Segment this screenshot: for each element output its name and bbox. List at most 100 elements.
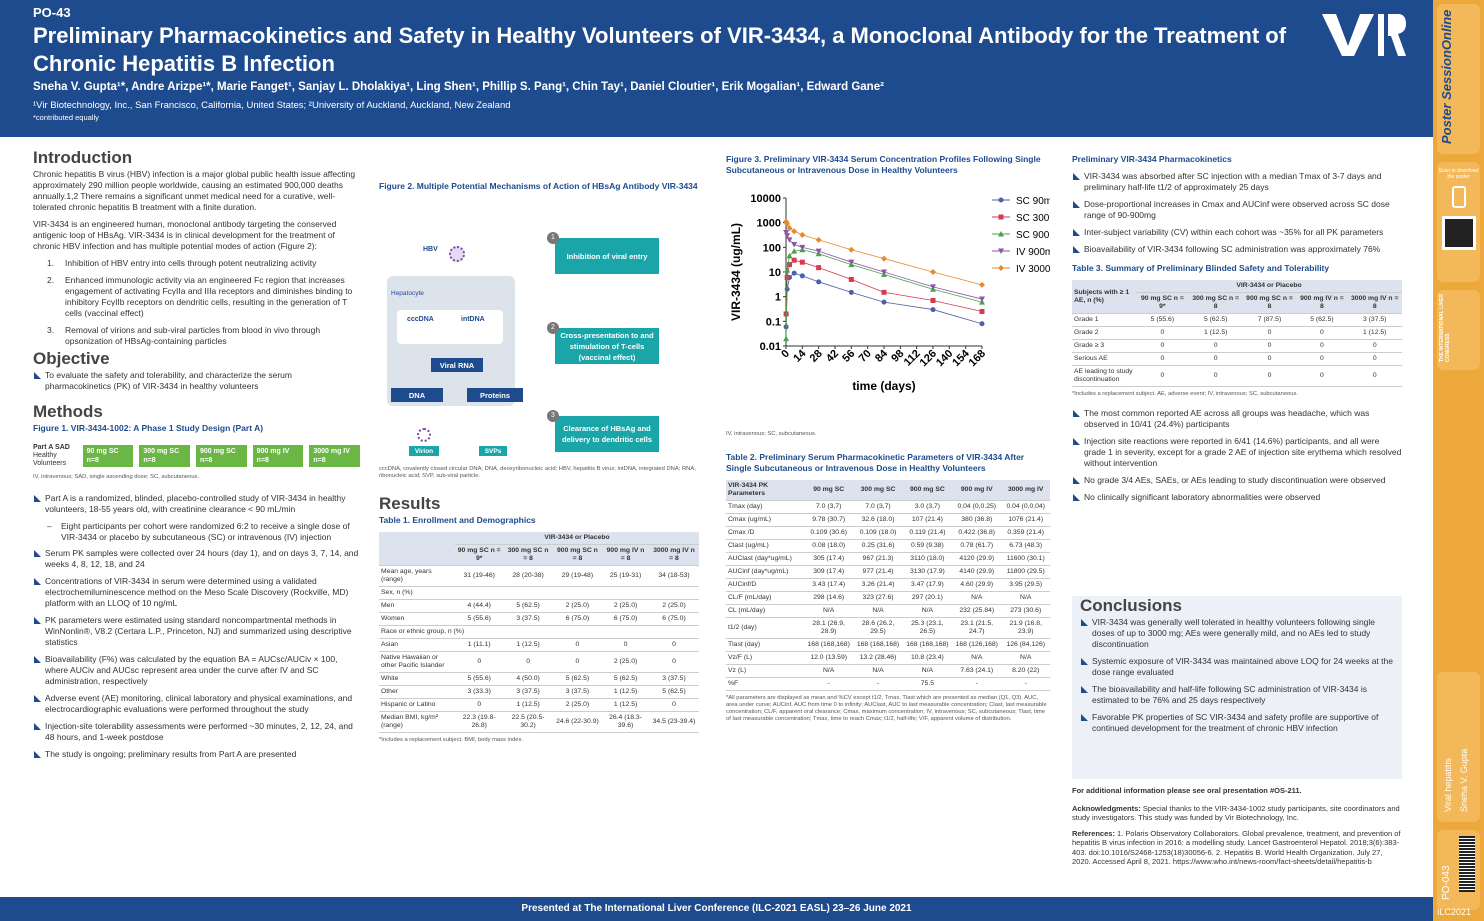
download-box[interactable]: Scan to download the poster xyxy=(1437,162,1480,282)
y-tick-label: 0.1 xyxy=(766,316,781,328)
table-cell: 25.3 (23.1, 26.5) xyxy=(902,617,953,639)
table-row: CL (mL/day) N/A N/A N/A 232 (25.84) 273 (30.6… xyxy=(726,604,1050,618)
table-1: VIR-3434 or Placebo 90 mg SC n = 9* 300 m… xyxy=(379,532,699,733)
table-cell: 0 xyxy=(1296,365,1348,387)
table-cell: 34.5 (23-39.4) xyxy=(649,711,699,733)
phone-icon xyxy=(1451,186,1466,208)
acknowledgments: Acknowledgments: Special thanks to the V… xyxy=(1072,803,1400,823)
qr-code-icon[interactable] xyxy=(1441,216,1476,250)
y-tick-label: 10 xyxy=(769,267,781,279)
table-cell: 3.26 (21.4) xyxy=(853,578,903,592)
table-cell: N/A xyxy=(1001,651,1050,665)
data-point xyxy=(783,229,790,236)
data-point xyxy=(930,284,936,290)
row-label: CL (mL/day) xyxy=(726,604,804,618)
data-point xyxy=(791,248,798,254)
table-row: Serious AE 0 0 0 0 0 xyxy=(1072,352,1402,366)
table-cell: 298 (14.6) xyxy=(804,591,854,605)
table-cell: 168 (126,168) xyxy=(952,638,1002,652)
row-label: AUCinf/D xyxy=(726,578,804,592)
table-cell: 1 (12.5) xyxy=(503,638,553,652)
methods-bullet: Injection-site tolerability assessments … xyxy=(33,721,360,743)
table-cell: 2 (25.0) xyxy=(602,651,649,673)
x-tick-label: 84 xyxy=(873,347,891,365)
row-label: Native Hawaiian or other Pacific Islande… xyxy=(379,651,455,673)
row-label: Hispanic or Latino xyxy=(379,698,455,712)
table-row: Tlast (day) 168 (168,168) 168 (168,168) 168… xyxy=(726,638,1050,652)
row-label: Cmax (ug/mL) xyxy=(726,513,804,527)
row-label: Other xyxy=(379,685,455,699)
x-tick-label: 56 xyxy=(840,348,857,365)
table-cell: 5 (55.6) xyxy=(1136,313,1189,327)
data-point xyxy=(816,279,822,285)
table-cell: 168 (168,168) xyxy=(853,638,903,652)
pk-bullet: Inter-subject variability (CV) within ea… xyxy=(1072,227,1402,238)
table-cell: 0.109 (30.6) xyxy=(804,526,854,540)
y-tick-label: 10000 xyxy=(750,193,781,205)
table-cell: 1 (11.1) xyxy=(455,638,504,652)
table-cell: 4 (44.4) xyxy=(455,599,504,613)
legend-label: SC 900mg xyxy=(1016,230,1050,241)
table-cell: 28 (20-38) xyxy=(503,565,553,587)
table-row: Tmax (day) 7.0 (3,7) 7.0 (3,7) 3.0 (3,7) 0.0… xyxy=(726,500,1050,514)
row-label: Clast (ug/mL) xyxy=(726,539,804,553)
pk-bullet: VIR-3434 was absorbed after SC injection… xyxy=(1072,171,1402,193)
conclusion-bullet: The bioavailability and half-life follow… xyxy=(1080,684,1394,706)
table-row: t1/2 (day) 28.1 (26.9, 28.9) 28.6 (26.2, 2… xyxy=(726,617,1050,639)
row-label: Mean age, years (range) xyxy=(379,565,455,587)
moa-item-3: 3. Removal of virions and sub-viral parti… xyxy=(47,325,321,346)
table-cell: 305 (17.4) xyxy=(804,552,854,566)
table-cell: 2 (25.0) xyxy=(649,599,699,613)
safety-bullet: The most common reported AE across all g… xyxy=(1072,408,1402,430)
column-2: Figure 2. Multiple Potential Mechanisms … xyxy=(379,181,699,744)
table-cell: 3130 (17.9) xyxy=(902,565,953,579)
table-cell: 0 xyxy=(1296,326,1348,340)
table-cell: - xyxy=(804,677,854,691)
table-cell: 0 xyxy=(1347,339,1402,353)
table-cell: 232 (25.84) xyxy=(952,604,1002,618)
row-label: AUClast (day*ug/mL) xyxy=(726,552,804,566)
table-cell: 0 xyxy=(455,698,504,712)
data-point xyxy=(799,244,806,251)
table-cell: 22.5 (20.5-30.2) xyxy=(503,711,553,733)
row-label: Women xyxy=(379,612,455,626)
x-tick-label: 14 xyxy=(791,347,809,365)
affiliations: ¹Vir Biotechnology, Inc., San Francisco,… xyxy=(33,100,511,111)
topic-label: Viral hepatitis xyxy=(1443,758,1453,812)
barcode-icon xyxy=(1459,836,1475,892)
table-cell: 323 (27.6) xyxy=(853,591,903,605)
figure-1-note: IV, intravenous; SAD, single ascending d… xyxy=(33,474,200,480)
table-cell: 28.6 (26.2, 29.5) xyxy=(853,617,903,639)
table-2: VIR-3434 PK Parameters 90 mg SC 300 mg SC 9… xyxy=(726,480,1050,691)
cohort-box: 3000 mg IV n=8 xyxy=(309,445,361,467)
data-point xyxy=(979,309,985,315)
column-header: 90 mg SC xyxy=(804,480,854,501)
table-cell: 23.1 (21.5, 24.7) xyxy=(952,617,1002,639)
table-cell: N/A xyxy=(1001,591,1050,605)
moa-diagram: Hepatocyte HBV cccDNA intDNA Viral RNA D… xyxy=(379,200,699,456)
table-cell: 0.04 (0,0.04) xyxy=(1001,500,1050,514)
brand-box[interactable]: Poster SessionOnline xyxy=(1437,4,1480,154)
mechanism-1-box: Inhibition of viral entry xyxy=(555,238,659,274)
table-cell: 7.63 (24.1) xyxy=(952,664,1002,678)
figure-3-title: Figure 3. Preliminary VIR-3434 Serum Con… xyxy=(726,154,1041,175)
row-label: Grade ≥ 3 xyxy=(1072,339,1136,353)
x-tick-label: 70 xyxy=(857,348,874,365)
table-row: Vz/F (L) 12.0 (13.59) 13.2 (28.46) 10.8 (23… xyxy=(726,651,1050,665)
data-point xyxy=(930,269,936,275)
table-cell: 25 (19-31) xyxy=(602,565,649,587)
table-3-head: Subjects with ≥ 1 AE, n (%) xyxy=(1072,280,1136,314)
table-row: Median BMI, kg/m² (range) 22.3 (19.8-26.8… xyxy=(379,711,699,733)
series-line xyxy=(785,259,983,314)
table-cell: 1076 (21.4) xyxy=(1001,513,1050,527)
table-cell: 3 (37.5) xyxy=(503,612,553,626)
data-point xyxy=(881,255,887,262)
data-point xyxy=(786,225,793,232)
data-point xyxy=(791,257,797,263)
table-cell: 273 (30.6) xyxy=(1001,604,1050,618)
table-cell: 12.0 (13.59) xyxy=(804,651,854,665)
table-cell: 4.60 (29.9) xyxy=(952,578,1002,592)
methods-sub-bullet: – Eight participants per cohort were rand… xyxy=(47,521,350,542)
